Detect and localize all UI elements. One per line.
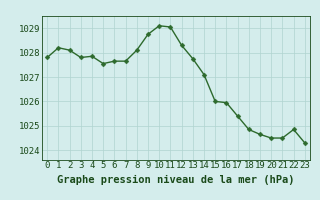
X-axis label: Graphe pression niveau de la mer (hPa): Graphe pression niveau de la mer (hPa)	[57, 175, 295, 185]
